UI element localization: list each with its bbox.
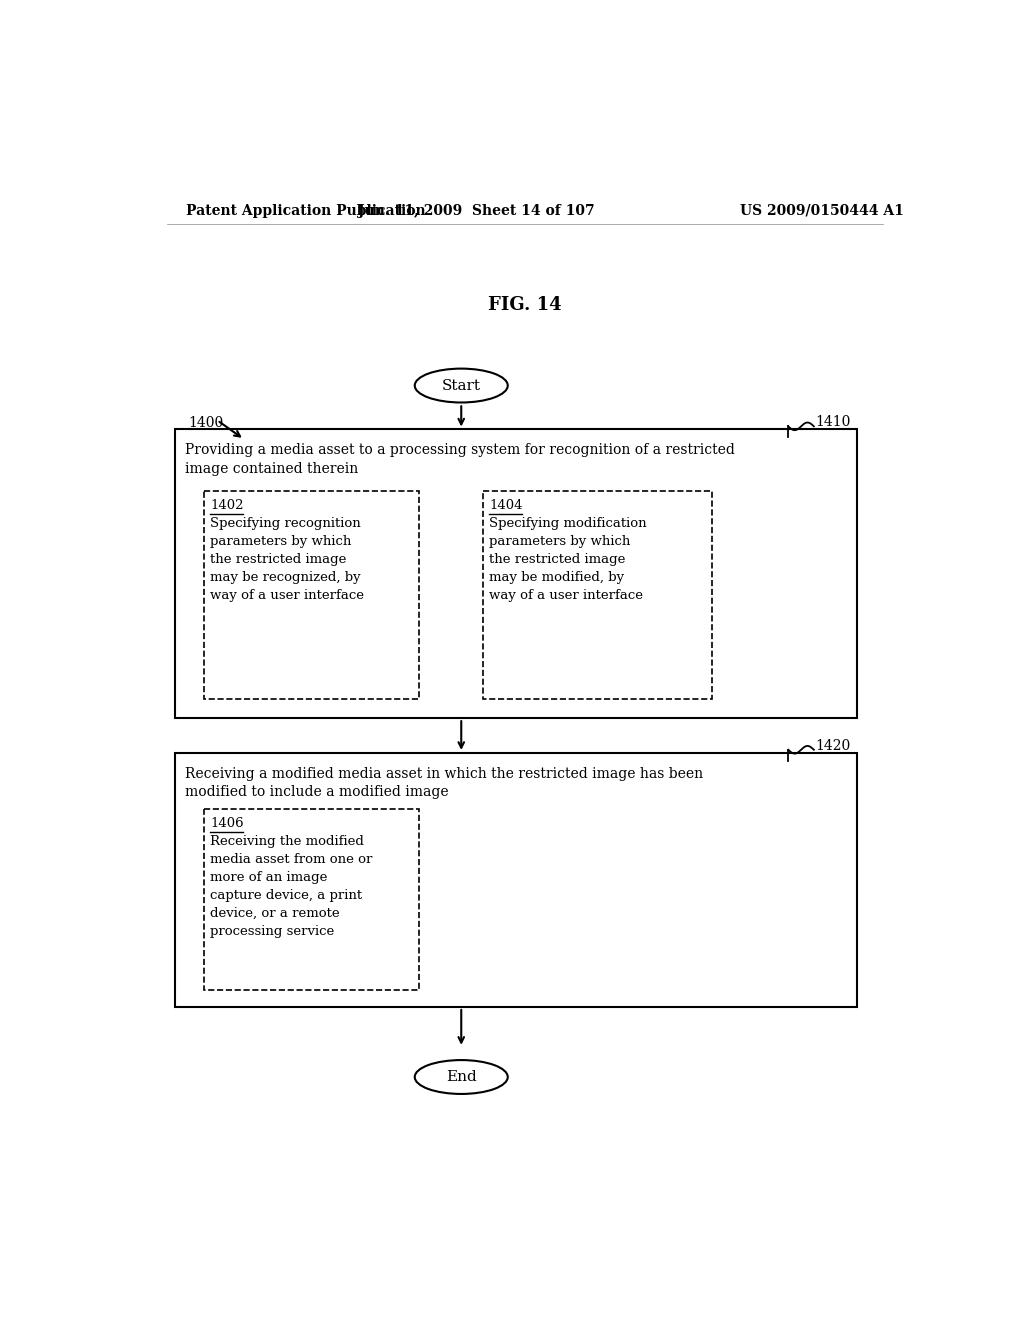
Text: 1420: 1420 [815, 739, 851, 752]
Ellipse shape [415, 368, 508, 403]
FancyBboxPatch shape [174, 752, 856, 1007]
Text: US 2009/0150444 A1: US 2009/0150444 A1 [740, 203, 904, 218]
FancyBboxPatch shape [204, 809, 420, 990]
Text: 1410: 1410 [815, 414, 851, 429]
Text: FIG. 14: FIG. 14 [488, 296, 561, 314]
Text: Receiving the modified
media asset from one or
more of an image
capture device, : Receiving the modified media asset from … [210, 836, 373, 939]
Text: Specifying modification
parameters by which
the restricted image
may be modified: Specifying modification parameters by wh… [489, 517, 647, 602]
Text: 1402: 1402 [210, 499, 244, 512]
Text: 1406: 1406 [210, 817, 244, 830]
FancyBboxPatch shape [204, 491, 420, 700]
Text: 1404: 1404 [489, 499, 522, 512]
Ellipse shape [415, 1060, 508, 1094]
FancyBboxPatch shape [483, 491, 713, 700]
Text: Providing a media asset to a processing system for recognition of a restricted
i: Providing a media asset to a processing … [185, 444, 735, 475]
Text: Receiving a modified media asset in which the restricted image has been
modified: Receiving a modified media asset in whic… [185, 767, 703, 799]
Text: 1400: 1400 [188, 416, 223, 429]
Text: Specifying recognition
parameters by which
the restricted image
may be recognize: Specifying recognition parameters by whi… [210, 517, 365, 602]
Text: Patent Application Publication: Patent Application Publication [186, 203, 426, 218]
FancyBboxPatch shape [174, 429, 856, 718]
Text: Jun. 11, 2009  Sheet 14 of 107: Jun. 11, 2009 Sheet 14 of 107 [358, 203, 595, 218]
Text: Start: Start [441, 379, 480, 392]
Text: End: End [445, 1071, 476, 1084]
